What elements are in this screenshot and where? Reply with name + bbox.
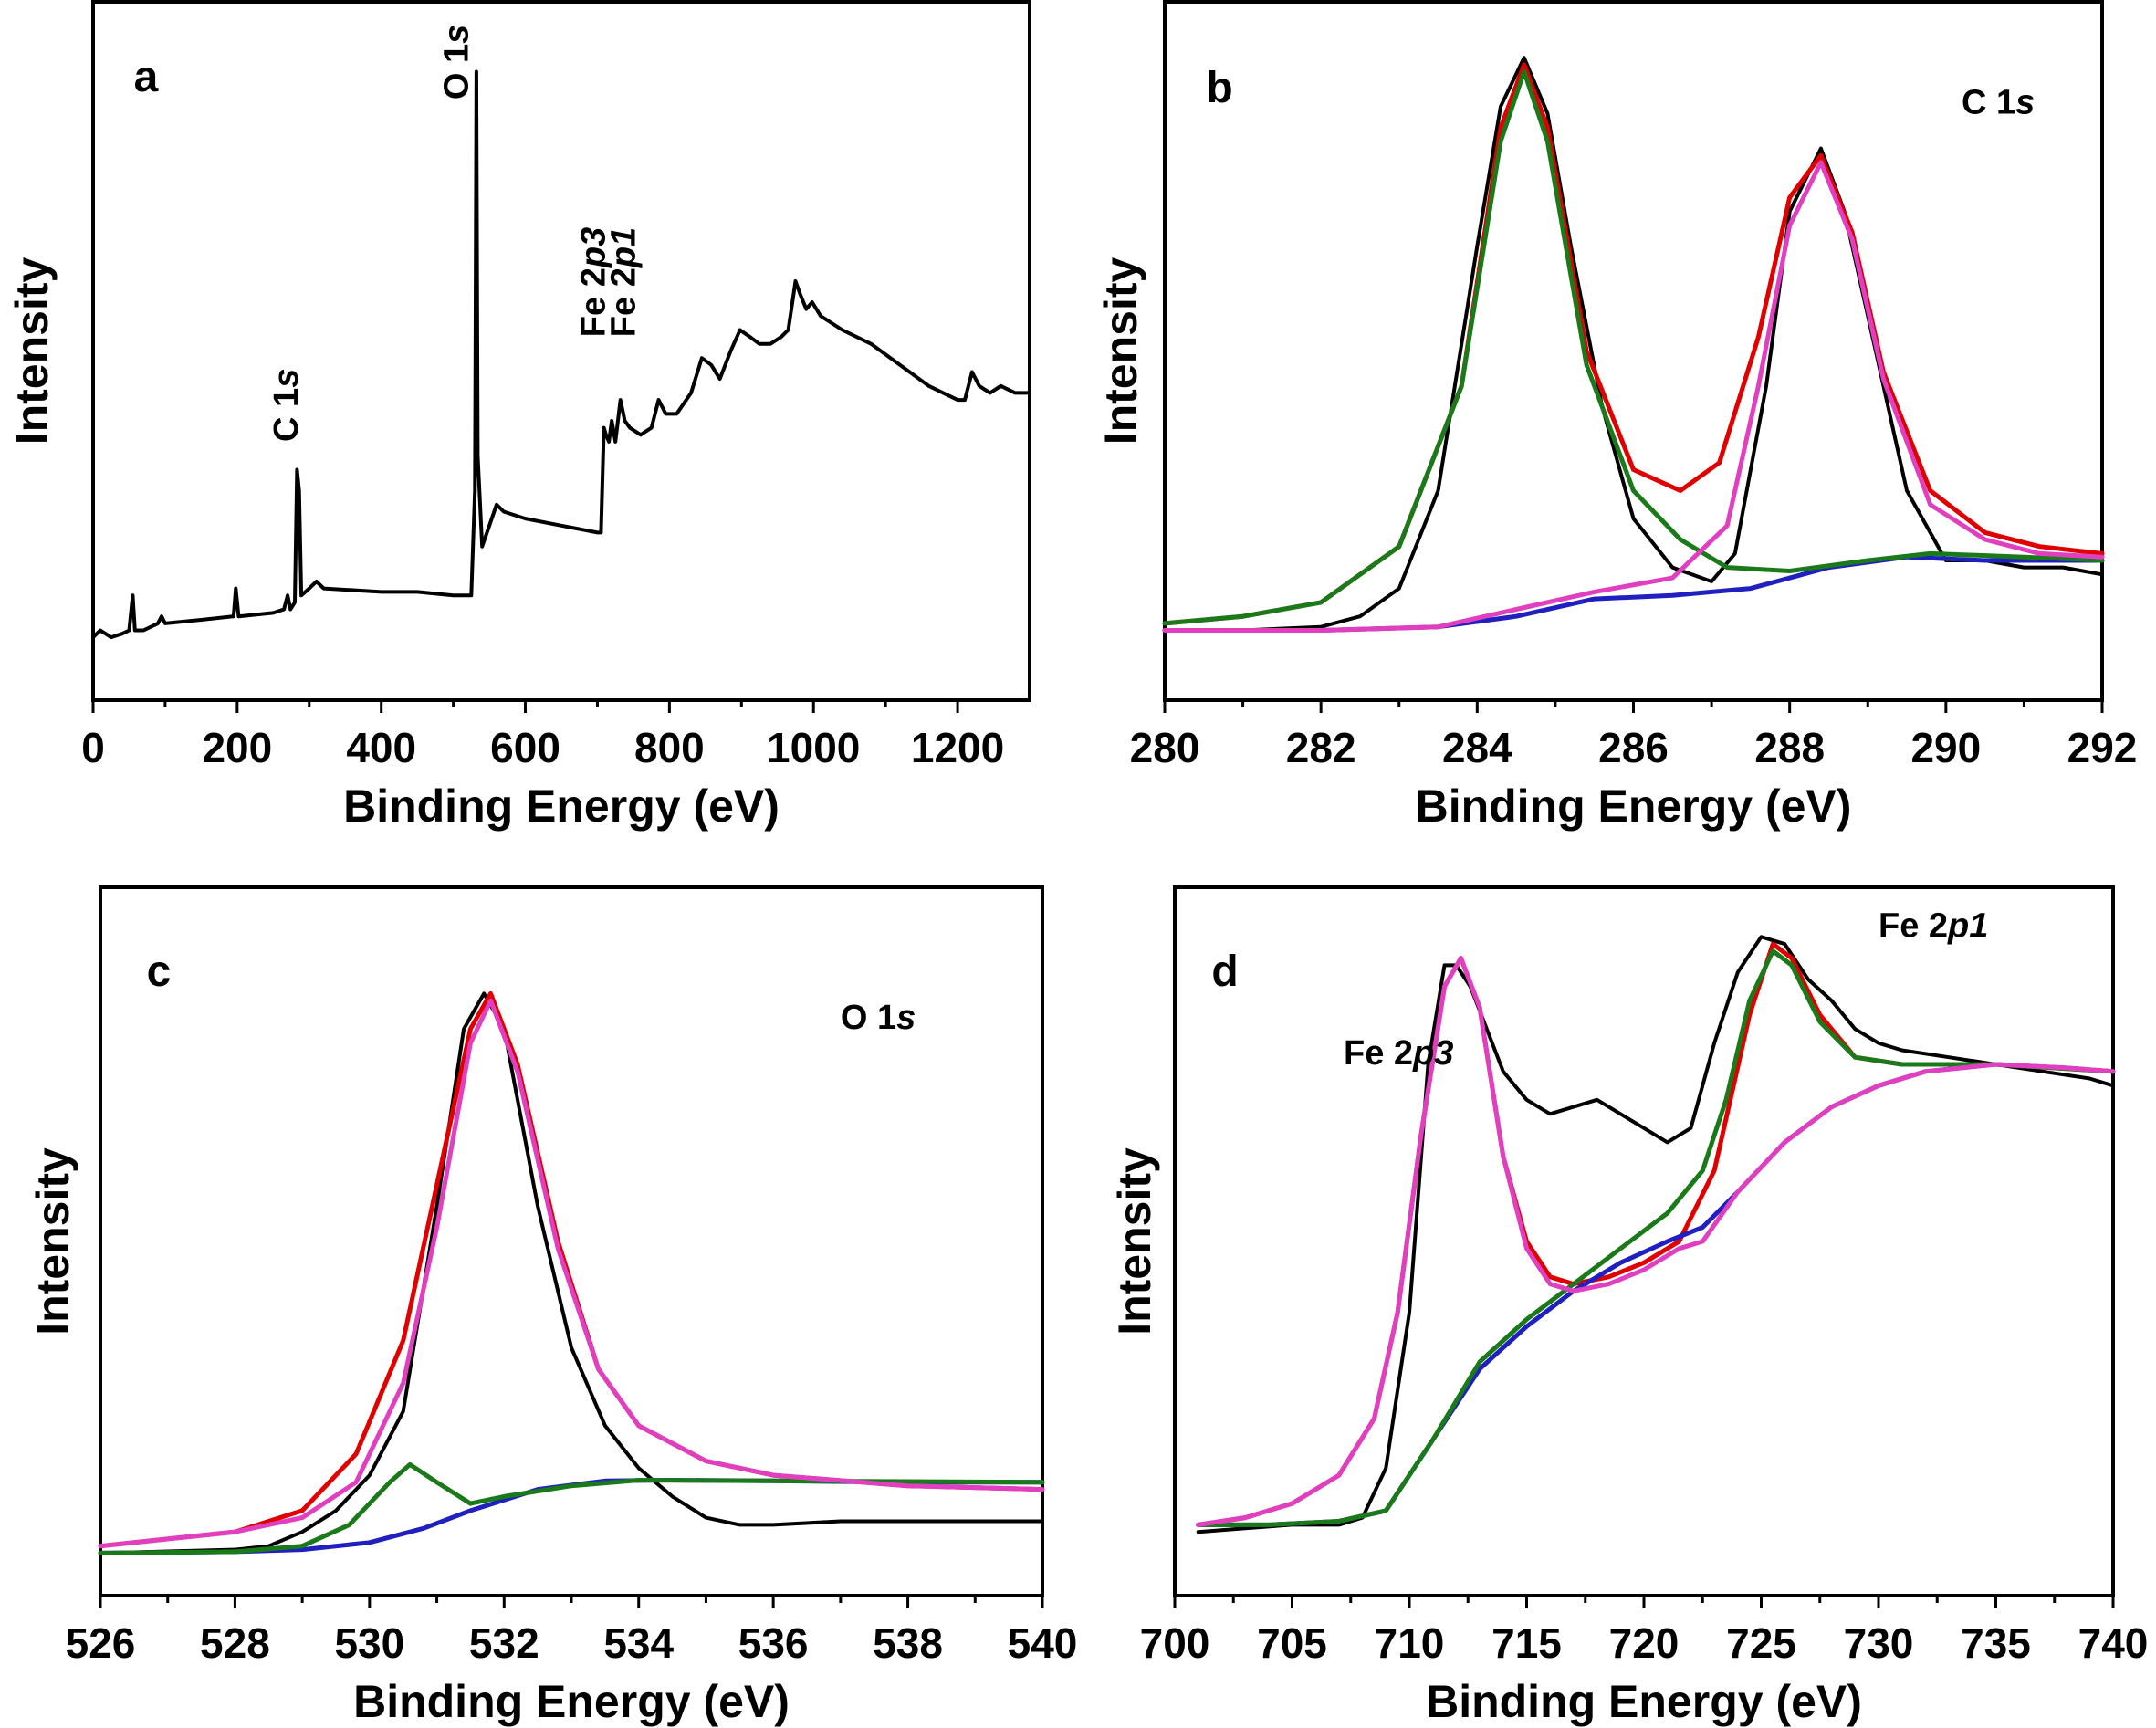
x-tick-label: 530 [334,1619,404,1667]
x-tick-label: 730 [1844,1619,1914,1667]
series-line-2 [1162,554,2105,633]
series-line-2 [98,1478,1045,1555]
x-tick-label: 282 [1286,724,1356,771]
panel-letter: d [1211,948,1238,996]
panel-letter: c [147,948,172,996]
x-tick-label: 735 [1961,1619,2031,1667]
x-tick-label: 526 [66,1619,136,1667]
peak-annotation: O 1s [437,25,476,99]
x-tick-label: 600 [490,724,560,771]
peak-annotation: Fe 2p1 [605,227,644,337]
x-axis-title: Binding Energy (eV) [343,780,780,832]
y-axis-title: Intensity [6,257,58,445]
x-tick-label: 700 [1140,1619,1210,1667]
x-tick-label: 540 [1008,1619,1078,1667]
series-line-4 [1162,160,2105,633]
x-tick-label: 0 [81,724,105,771]
peak-annotation: Fe 2p3 [574,227,612,337]
x-axis-title: Binding Energy (eV) [353,1676,790,1727]
panel-d: 700 705 710 715 720 725 730 735 740 Binding Energ… [1109,885,2149,1727]
panel-a: 0 200 400 600 800 1000 1200 Binding Energy (eV)… [6,0,1031,832]
x-tick-label: 705 [1257,1619,1327,1667]
series-line-0 [91,69,1031,640]
panel-letter: b [1206,64,1232,112]
x-axis-title: Binding Energy (eV) [1426,1676,1862,1727]
x-tick-label: 280 [1130,724,1200,771]
peak-annotation: Fe 2p3 [1344,1034,1453,1073]
plot-frame [91,0,1031,702]
peak-annotation: C 1s [267,369,306,442]
series-line-4 [1196,956,2116,1527]
x-tick-label: 715 [1491,1619,1562,1667]
x-tick-label: 1200 [911,724,1004,771]
series-line-0 [1196,935,2115,1534]
peak-annotation: Fe 2p1 [1879,906,1988,945]
x-tick-label: 286 [1598,724,1669,771]
series-line-3 [1196,948,2116,1527]
series-line-0 [1163,56,2104,633]
x-tick-label: 534 [603,1619,674,1667]
series-line-3 [98,1461,1045,1555]
x-tick-label: 740 [2078,1619,2149,1667]
x-tick-label: 200 [202,724,272,771]
x-tick-label: 532 [469,1619,539,1667]
x-tick-label: 290 [1910,724,1981,771]
series-line-3 [1162,69,2105,626]
x-tick-label: 528 [200,1619,270,1667]
x-tick-label: 284 [1442,724,1512,771]
plot-frame [99,885,1044,1597]
x-tick-label: 720 [1609,1619,1680,1667]
series-line-1 [1196,941,2116,1527]
series-line-0 [99,991,1044,1555]
x-tick-label: 288 [1754,724,1825,771]
x-tick-label: 536 [738,1619,809,1667]
series-line-1 [1162,62,2105,626]
series-line-1 [98,990,1045,1549]
x-tick-label: 725 [1726,1619,1796,1667]
x-tick-label: 710 [1375,1619,1445,1667]
panel-c: 526 528 530 532 534 536 538 540 Binding Energy (… [27,885,1078,1727]
panel-letter: a [134,53,159,101]
y-axis-title: Intensity [27,1147,78,1335]
x-tick-label: 800 [634,724,705,771]
x-tick-label: 538 [873,1619,943,1667]
y-axis-title: Intensity [1095,257,1146,445]
panel-b: 280 282 284 286 288 290 292 Binding Energy (eV)… [1095,0,2138,832]
x-axis-title: Binding Energy (eV) [1416,780,1852,832]
peak-annotation: C 1s [1962,83,2035,121]
y-axis-title: Intensity [1109,1147,1160,1335]
x-tick-label: 292 [2067,724,2138,771]
x-tick-label: 400 [346,724,416,771]
peak-annotation: O 1s [841,999,916,1037]
x-tick-label: 1000 [767,724,860,771]
series-line-4 [98,998,1045,1549]
